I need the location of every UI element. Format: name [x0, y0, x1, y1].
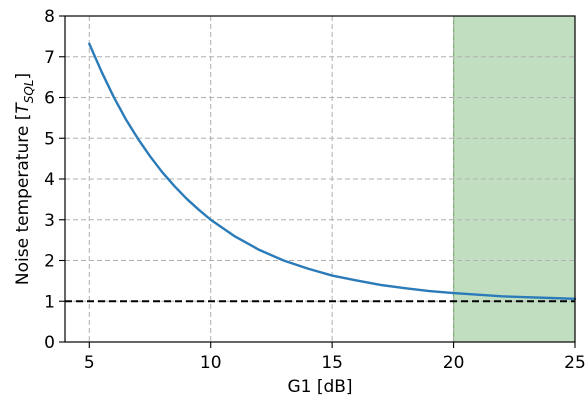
y-tick-label-4: 4: [44, 170, 55, 190]
y-tick-label-0: 0: [44, 333, 55, 353]
noise-temperature-line-0: [88, 42, 577, 301]
y-tick-label-3: 3: [44, 211, 55, 231]
y-axis-label: Noise temperature [TSQL]: [13, 73, 36, 285]
y-axis-label-symbol: T: [13, 102, 33, 114]
y-tick-label-7: 7: [44, 48, 55, 68]
x-tick-label-15: 15: [321, 353, 343, 373]
y-axis-label-close: ]: [13, 73, 33, 80]
x-tick-label-25: 25: [564, 353, 585, 373]
x-tick-label-20: 20: [443, 353, 465, 373]
x-tick-label-5: 5: [84, 353, 95, 373]
tick-label-layer: 5 10 15 20 25 0 1 2 3 4 5 6 7 8: [44, 7, 585, 373]
series-layer: [88, 42, 577, 301]
y-tick-label-6: 6: [44, 89, 55, 109]
grid-layer: [65, 16, 576, 342]
tick-layer: [59, 15, 576, 348]
x-axis-label: G1 [dB]: [287, 377, 352, 397]
y-tick-label-1: 1: [44, 292, 55, 312]
x-tick-label-10: 10: [200, 353, 222, 373]
y-tick-label-2: 2: [44, 252, 55, 272]
y-tick-label-8: 8: [44, 7, 55, 27]
y-tick-label-5: 5: [44, 129, 55, 149]
y-axis-label-subscript: SQL: [22, 80, 36, 104]
y-axis-label-main: Noise temperature [: [13, 114, 33, 285]
